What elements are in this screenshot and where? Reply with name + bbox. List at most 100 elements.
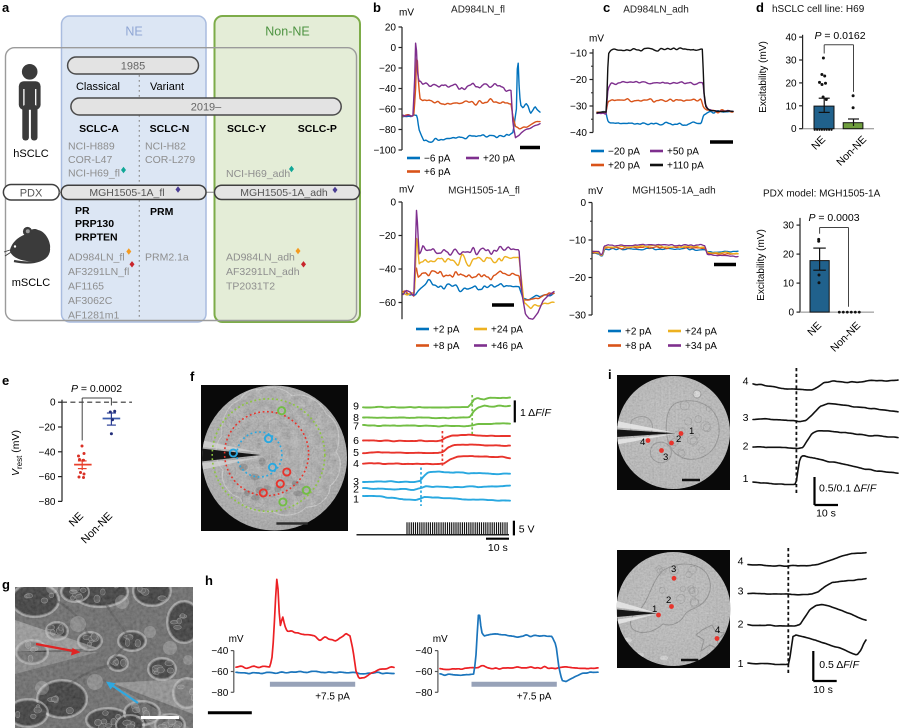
svg-text:1: 1 (353, 493, 359, 505)
svg-text:0: 0 (390, 43, 396, 54)
svg-text:AF3291LN_adh: AF3291LN_adh (226, 266, 300, 278)
svg-text:20: 20 (783, 250, 795, 261)
svg-text:−60: −60 (415, 667, 432, 678)
svg-text:−30: −30 (569, 311, 586, 322)
svg-text:−40: −40 (379, 265, 396, 276)
svg-text:10 s: 10 s (813, 684, 833, 696)
svg-text:−40: −40 (211, 646, 228, 657)
svg-text:0.5 ΔF/F: 0.5 ΔF/F (819, 659, 859, 671)
svg-text:30: 30 (783, 221, 795, 232)
svg-text:h: h (205, 573, 213, 588)
svg-text:0.5/0.1 ΔF/F: 0.5/0.1 ΔF/F (819, 483, 877, 495)
svg-text:3: 3 (671, 564, 676, 575)
svg-text:MGH1505-1A_fl: MGH1505-1A_fl (89, 187, 164, 199)
svg-text:mV: mV (433, 634, 448, 645)
svg-text:AD984LN_adh: AD984LN_adh (226, 252, 295, 264)
svg-text:mV: mV (589, 34, 604, 45)
svg-text:1985: 1985 (121, 60, 145, 72)
svg-text:+2 pA: +2 pA (433, 325, 460, 336)
svg-text:4: 4 (715, 625, 720, 636)
svg-text:AF3062C: AF3062C (68, 295, 113, 307)
svg-text:1: 1 (738, 658, 744, 670)
svg-text:0: 0 (390, 198, 396, 209)
svg-text:+20 pA: +20 pA (608, 161, 640, 172)
svg-text:MGH1505-1A_adh: MGH1505-1A_adh (240, 187, 328, 199)
svg-text:10: 10 (785, 101, 797, 112)
svg-text:−20: −20 (379, 64, 396, 75)
svg-text:20: 20 (385, 23, 397, 34)
svg-text:d: d (756, 0, 764, 15)
svg-text:a: a (2, 0, 10, 15)
svg-text:PDX model: MGH1505-1A: PDX model: MGH1505-1A (763, 189, 881, 200)
svg-text:−100: −100 (373, 146, 396, 157)
svg-text:2: 2 (738, 619, 744, 631)
svg-text:mV: mV (229, 634, 244, 645)
svg-text:e: e (2, 373, 9, 388)
svg-text:10 s: 10 s (816, 508, 836, 520)
svg-text:0: 0 (788, 308, 794, 319)
svg-text:4: 4 (743, 375, 749, 387)
svg-text:SCLC-Y: SCLC-Y (227, 123, 266, 135)
svg-text:PDX: PDX (20, 187, 43, 199)
svg-text:+8 pA: +8 pA (433, 341, 460, 352)
svg-text:1: 1 (689, 426, 694, 437)
svg-text:AF1165: AF1165 (68, 281, 104, 293)
svg-text:PR: PR (75, 205, 90, 217)
svg-text:+46 pA: +46 pA (491, 341, 523, 352)
svg-text:3: 3 (663, 452, 668, 463)
svg-text:g: g (2, 577, 10, 592)
svg-text:7: 7 (353, 420, 359, 432)
svg-text:6: 6 (353, 435, 359, 447)
svg-text:+24 pA: +24 pA (491, 325, 523, 336)
svg-text:4: 4 (738, 556, 744, 568)
svg-text:AF3291LN_fl: AF3291LN_fl (68, 266, 129, 278)
svg-text:−60: −60 (379, 105, 396, 116)
svg-text:mSCLC: mSCLC (12, 277, 51, 289)
svg-text:−40: −40 (379, 84, 396, 95)
svg-text:AF1281m1: AF1281m1 (68, 310, 120, 322)
svg-text:+34 pA: +34 pA (685, 341, 717, 352)
svg-text:30: 30 (785, 56, 797, 67)
svg-text:hSCLC cell line: H69: hSCLC cell line: H69 (772, 4, 865, 15)
svg-text:Excitability (mV): Excitability (mV) (758, 41, 769, 113)
svg-text:5: 5 (353, 447, 359, 459)
svg-text:+6 pA: +6 pA (424, 167, 451, 178)
svg-text:−20: −20 (379, 231, 396, 242)
svg-text:mV: mV (399, 185, 414, 196)
svg-text:PRP130: PRP130 (75, 218, 114, 230)
svg-text:NCI-H69_fl: NCI-H69_fl (68, 168, 120, 180)
svg-text:TP2031T2: TP2031T2 (226, 281, 275, 293)
svg-text:−40: −40 (415, 646, 432, 657)
svg-text:5 V: 5 V (519, 524, 535, 536)
svg-text:−80: −80 (39, 497, 56, 508)
svg-text:COR-L279: COR-L279 (145, 154, 195, 166)
svg-text:0: 0 (580, 198, 586, 209)
svg-text:P = 0.0002: P = 0.0002 (71, 383, 122, 395)
svg-text:3: 3 (743, 412, 749, 424)
svg-text:b: b (373, 0, 381, 15)
svg-text:+20 pA: +20 pA (483, 154, 515, 165)
svg-text:4: 4 (353, 458, 359, 470)
svg-text:NCI-H889: NCI-H889 (68, 141, 115, 153)
svg-text:PRM: PRM (150, 206, 174, 218)
svg-text:20: 20 (785, 78, 797, 89)
svg-text:SCLC-A: SCLC-A (79, 123, 119, 135)
svg-text:10: 10 (783, 279, 795, 290)
svg-text:1 ΔF/F: 1 ΔF/F (520, 407, 552, 419)
svg-text:+8 pA: +8 pA (625, 341, 652, 352)
svg-text:Variant: Variant (150, 81, 184, 93)
svg-text:0: 0 (50, 398, 56, 409)
svg-text:+24 pA: +24 pA (685, 327, 717, 338)
svg-text:−80: −80 (211, 688, 228, 699)
svg-text:+2 pA: +2 pA (625, 327, 652, 338)
svg-text:3: 3 (738, 586, 744, 598)
svg-text:c: c (603, 0, 610, 15)
svg-text:+50 pA: +50 pA (667, 147, 699, 158)
svg-text:−80: −80 (379, 125, 396, 136)
svg-text:MGH1505-1A_adh: MGH1505-1A_adh (632, 186, 715, 197)
svg-text:−20: −20 (39, 423, 56, 434)
svg-text:Classical: Classical (76, 81, 120, 93)
svg-text:COR-L47: COR-L47 (68, 154, 113, 166)
svg-text:1: 1 (743, 473, 749, 485)
svg-text:+110 pA: +110 pA (667, 161, 704, 172)
